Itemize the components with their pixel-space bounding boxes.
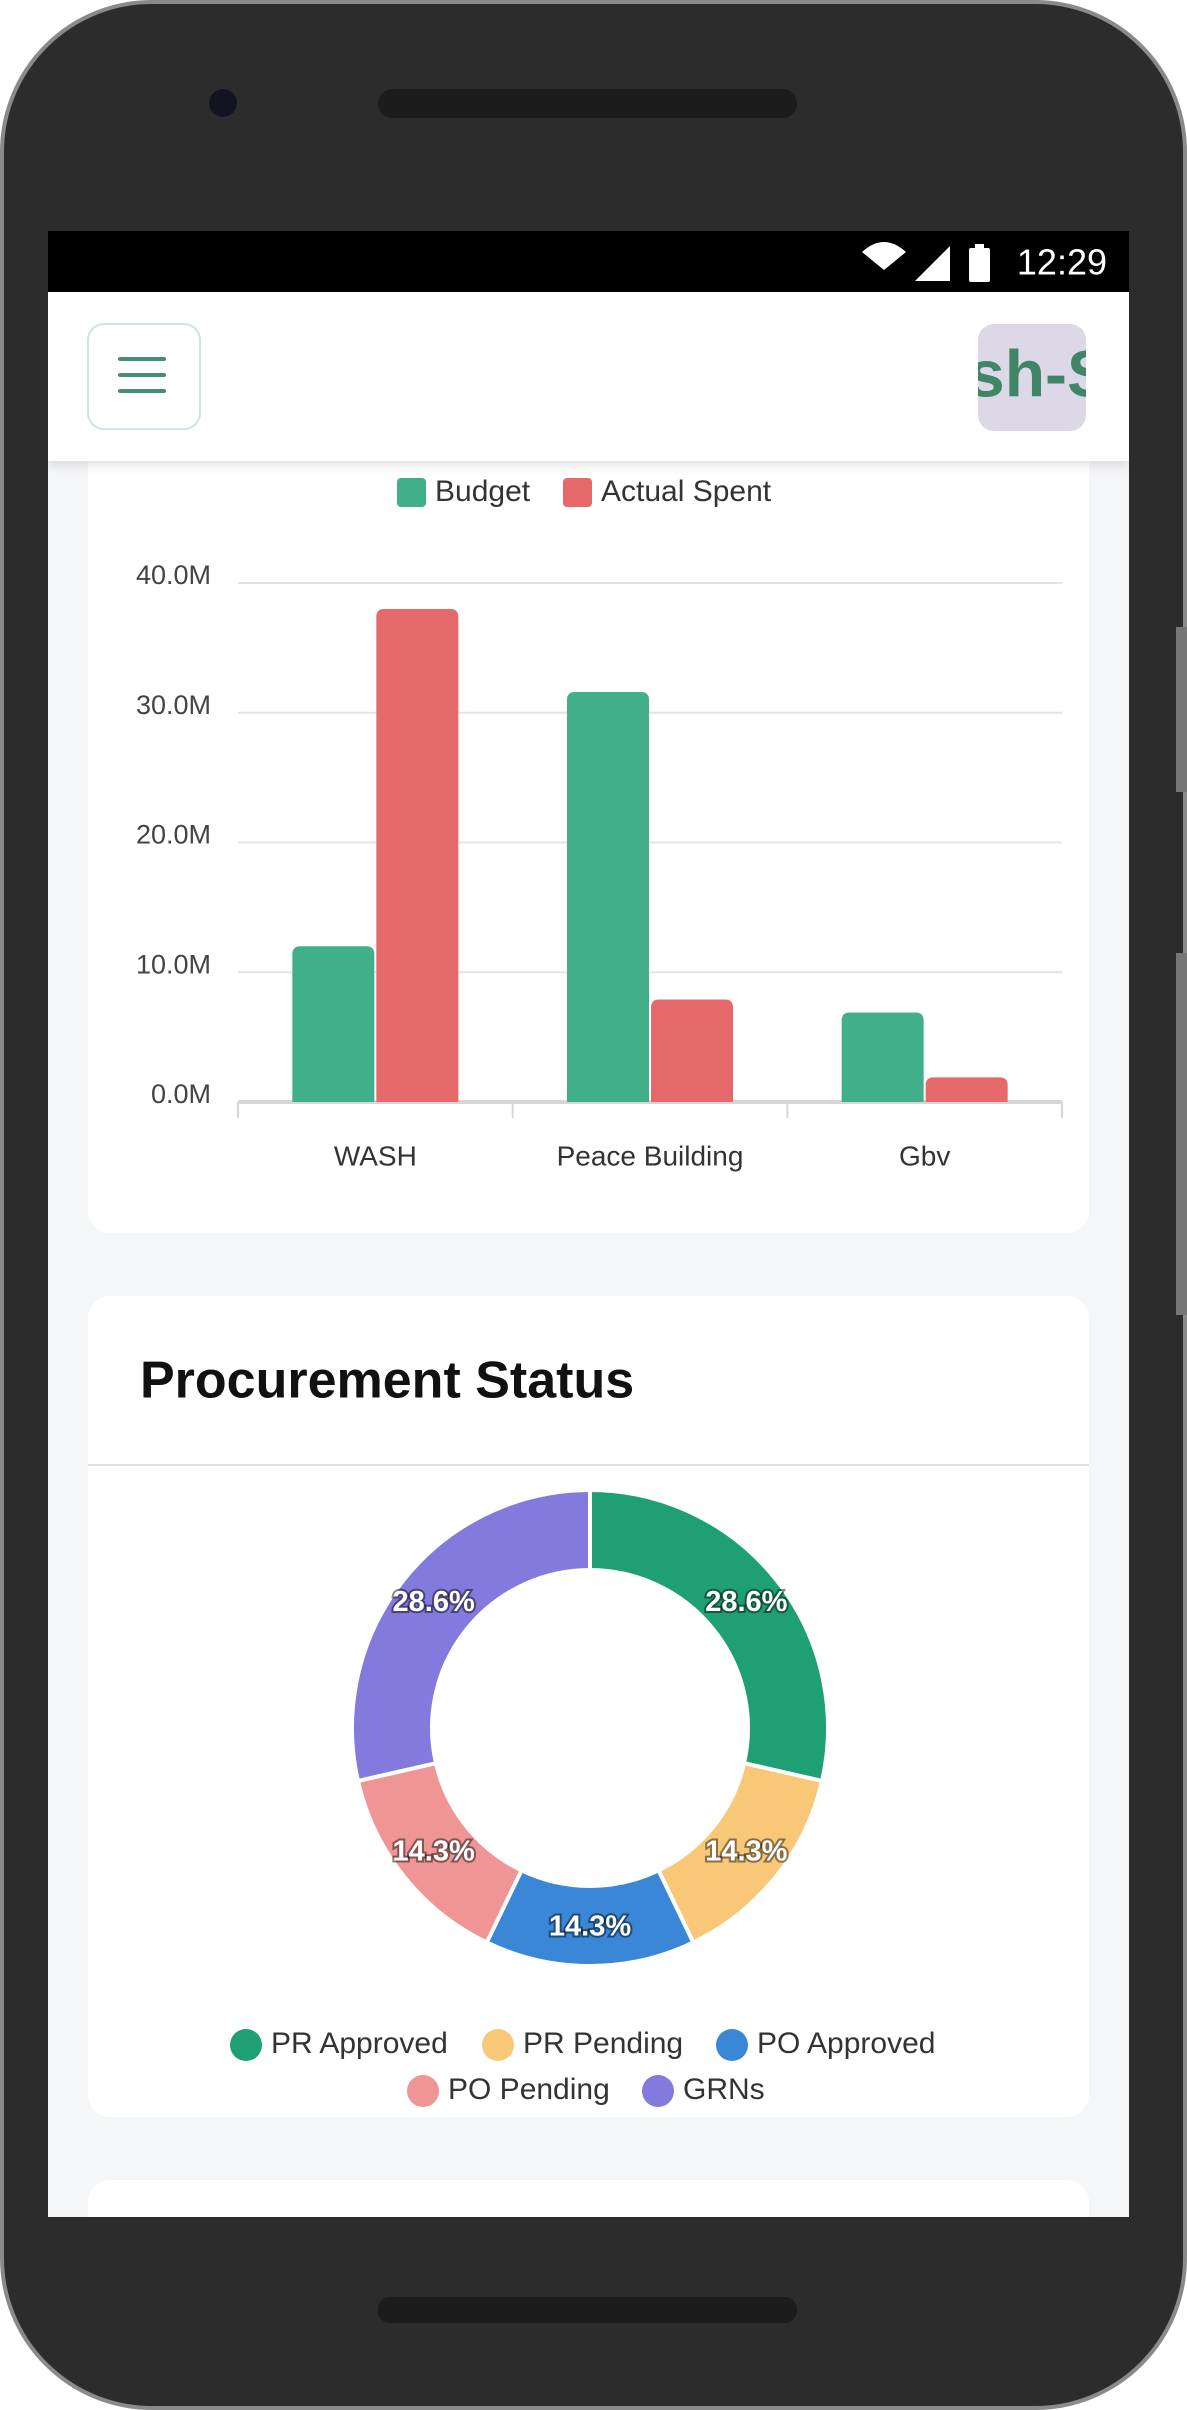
legend-label: PO Approved: [757, 2027, 935, 2060]
logo-bg[interactable]: [978, 324, 1086, 431]
logo: sh-S: [968, 336, 1111, 410]
y-tick-label: 30.0M: [136, 690, 211, 720]
bar: [376, 608, 459, 1102]
legend-dot: [407, 2075, 439, 2107]
y-tick-label: 0.0M: [151, 1079, 211, 1109]
camera: [209, 89, 237, 117]
pie-slice: [588, 1487, 830, 1784]
card: [88, 1296, 1089, 2117]
slice-label: 28.6%: [393, 1586, 475, 1618]
wifi-icon: [862, 242, 906, 270]
screen: Procurement Status 0.0M 10.0M 20.0M 30.0M 40…: [48, 231, 1129, 2217]
legend-swatch: [563, 478, 592, 507]
status-bar: [48, 231, 1129, 292]
slice-label: 28.6%: [705, 1586, 787, 1618]
x-tick-label: Gbv: [899, 1140, 950, 1171]
legend-dot: [482, 2029, 514, 2061]
legend-label: PR Pending: [523, 2027, 683, 2060]
slice-label: 14.3%: [705, 1835, 787, 1867]
pie-slice: [350, 1487, 592, 1784]
x-tick-label: Peace Building: [557, 1140, 744, 1171]
y-tick-label: 20.0M: [136, 820, 211, 850]
x-tick-label: WASH: [334, 1140, 417, 1171]
legend-dot: [716, 2029, 748, 2061]
bar: [292, 946, 375, 1102]
battery-tip: [975, 244, 984, 249]
content: Procurement Status 0.0M 10.0M 20.0M 30.0M 40…: [88, 400, 1089, 2217]
bar: [651, 999, 733, 1102]
legend-label: Budget: [435, 475, 531, 508]
battery-icon: [969, 248, 990, 282]
y-tick-label: 10.0M: [136, 949, 211, 979]
menu-icon: [118, 357, 166, 393]
legend-label: Actual Spent: [601, 475, 772, 508]
legend-label: PO Pending: [448, 2073, 610, 2106]
header-bg: [48, 292, 1129, 461]
legend-label: GRNs: [683, 2073, 765, 2106]
y-tick-label: 40.0M: [136, 560, 211, 590]
bar: [567, 691, 649, 1102]
signal-icon: [915, 246, 950, 281]
bar: [841, 1012, 924, 1102]
speaker: [378, 89, 797, 118]
legend-dot: [642, 2075, 674, 2107]
clock: 12:29: [1017, 242, 1107, 283]
slice-label: 14.3%: [393, 1835, 475, 1867]
legend-dot: [230, 2029, 262, 2061]
header: [48, 292, 1129, 461]
legend-swatch: [397, 478, 426, 507]
slice-label: 14.3%: [549, 1911, 631, 1943]
bar: [925, 1077, 1008, 1102]
side-button: [1176, 627, 1187, 792]
card-title: Procurement Status: [140, 1352, 634, 1410]
side-button: [1176, 953, 1187, 1315]
card: [88, 2180, 1089, 2217]
legend-label: PR Approved: [271, 2027, 448, 2060]
home-bar: [378, 2297, 797, 2323]
